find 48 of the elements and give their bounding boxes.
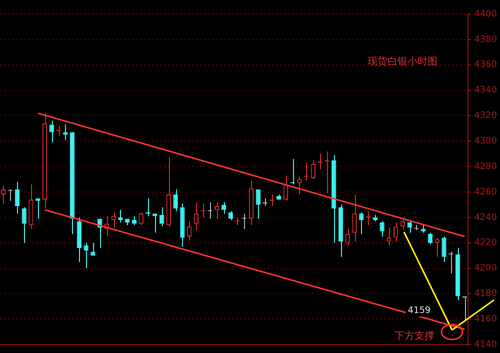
y-tick-label: 4200 bbox=[474, 264, 498, 274]
y-tick-label: 4340 bbox=[474, 86, 498, 96]
candlestick bbox=[22, 206, 26, 244]
y-tick-label: 4260 bbox=[474, 187, 498, 198]
candlestick bbox=[194, 202, 199, 231]
candlestick bbox=[49, 120, 54, 143]
candlestick bbox=[221, 202, 226, 214]
candlestick bbox=[310, 160, 316, 180]
y-tick-label: 4240 bbox=[474, 212, 498, 223]
candlestick bbox=[118, 209, 123, 224]
y-tick-label: 4300 bbox=[474, 136, 498, 146]
candlestick bbox=[159, 206, 164, 227]
y-tick-label: 4180 bbox=[474, 289, 498, 300]
annotation: 下方支撑 bbox=[394, 330, 435, 342]
candlestick bbox=[380, 220, 384, 238]
candlestick bbox=[359, 212, 364, 234]
candlestick bbox=[28, 184, 34, 230]
candlestick bbox=[442, 236, 446, 262]
candlestick bbox=[283, 174, 288, 202]
candlestick bbox=[111, 212, 116, 228]
candlestick bbox=[407, 219, 412, 234]
candlestick bbox=[186, 220, 192, 241]
y-tick-label: 4160 bbox=[474, 314, 498, 325]
y-tick-label: 4140 bbox=[474, 340, 498, 350]
candlestick bbox=[352, 194, 357, 242]
y-tick-label: 4320 bbox=[474, 111, 498, 122]
candlestick bbox=[434, 237, 440, 258]
y-tick-label: 4280 bbox=[474, 162, 498, 172]
candlestick bbox=[366, 210, 371, 226]
candlestick bbox=[138, 212, 144, 226]
candlestick bbox=[400, 216, 406, 231]
candlestick bbox=[14, 181, 20, 214]
candlestick bbox=[428, 232, 433, 245]
candlestick bbox=[90, 242, 96, 256]
annotation: 4159 bbox=[408, 306, 431, 316]
candlestick bbox=[297, 176, 302, 196]
candlestick bbox=[345, 228, 350, 246]
text: 现货白银小时图 bbox=[368, 56, 438, 68]
y-tick-label: 4380 bbox=[474, 34, 498, 45]
candlestick bbox=[214, 202, 220, 220]
candlestick bbox=[173, 188, 178, 212]
candlestick bbox=[393, 222, 398, 242]
y-tick-label: 4360 bbox=[474, 60, 498, 70]
candlestick bbox=[386, 227, 392, 246]
candlestick bbox=[256, 188, 260, 220]
candlestick bbox=[84, 242, 88, 269]
y-tick-label: 4220 bbox=[474, 238, 498, 248]
y-tick-label: 4400 bbox=[474, 9, 498, 20]
